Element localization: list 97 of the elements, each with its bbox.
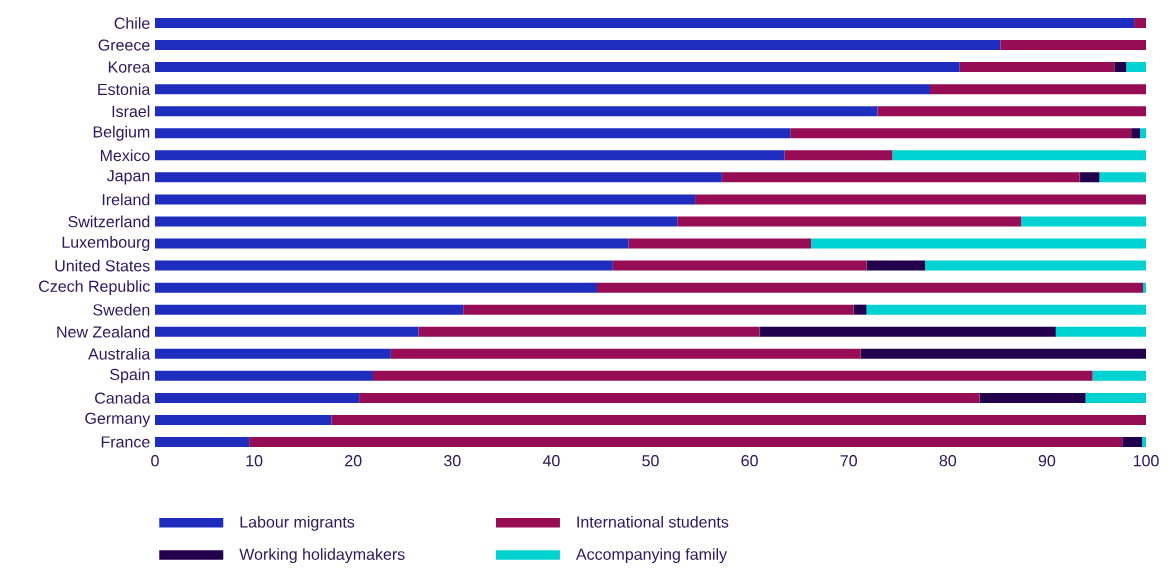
bar: [1142, 436, 1147, 447]
bar: [925, 260, 1147, 271]
bar: [1122, 436, 1143, 447]
y-tick-label: United States: [55, 259, 150, 272]
bar: [1143, 282, 1147, 293]
bar: [155, 436, 250, 447]
bar: [929, 84, 1147, 95]
legend-label: Accompanying family: [575, 548, 728, 564]
y-tick-label: Belgium: [93, 125, 150, 141]
y-tick-label: Australia: [88, 347, 151, 360]
y-tick-label: Greece: [98, 39, 150, 51]
bar: [860, 348, 1147, 359]
y-tick-label: Luxembourg: [62, 236, 150, 251]
bar: [331, 414, 1147, 425]
x-tick-label: 70: [840, 455, 857, 467]
x-tick-label: 0: [151, 455, 159, 467]
x-tick-label: 20: [345, 455, 362, 467]
bar: [1021, 216, 1147, 227]
x-tick-label: 40: [542, 455, 560, 467]
bar: [1000, 40, 1147, 51]
bar: [1126, 62, 1147, 73]
bar: [677, 216, 1022, 227]
bar: [155, 238, 629, 249]
bar: [695, 194, 1147, 205]
bar: [790, 128, 1132, 139]
y-tick-label: Israel: [112, 105, 150, 118]
bar: [155, 106, 878, 117]
y-tick-label: Chile: [114, 17, 150, 29]
bar: [249, 436, 1123, 447]
bar: [155, 326, 419, 337]
x-tick-label: 50: [642, 455, 659, 467]
bar: [155, 414, 332, 425]
bar: [155, 348, 391, 359]
bar: [155, 194, 696, 205]
bar: [979, 392, 1086, 403]
bar: [155, 84, 930, 95]
bar: [866, 304, 1147, 315]
bar: [155, 216, 678, 227]
y-tick-label: Estonia: [98, 83, 151, 96]
bar: [1085, 392, 1147, 403]
bar: [373, 370, 1093, 381]
bar: [892, 150, 1147, 161]
bar: [1092, 370, 1147, 381]
bar: [612, 260, 867, 271]
y-tick-label: Czech Republic: [39, 280, 150, 296]
y-tick-label: Sweden: [93, 303, 150, 316]
bar: [1055, 326, 1147, 337]
bar: [866, 260, 926, 271]
bar: [155, 150, 785, 161]
y-tick-label: Mexico: [100, 149, 150, 162]
y-tick-label: France: [101, 436, 150, 448]
y-tick-label: Switzerland: [68, 215, 150, 228]
bar: [155, 18, 1135, 29]
bar: [1079, 172, 1100, 183]
bar: [853, 304, 867, 315]
bar: [811, 238, 1147, 249]
y-tick-label: Germany: [85, 412, 151, 428]
bar: [155, 392, 360, 403]
bar: [628, 238, 812, 249]
legend-label: Labour migrants: [240, 515, 355, 531]
bar: [759, 326, 1056, 337]
bar: [596, 282, 1144, 293]
bar: [1131, 128, 1141, 139]
bar: [155, 282, 597, 293]
x-tick-label: 60: [741, 455, 758, 467]
y-tick-label: Japan: [106, 170, 150, 185]
bar: [155, 304, 464, 315]
bar: [1114, 62, 1127, 73]
x-tick-label: 100: [1133, 455, 1159, 467]
x-tick-label: 80: [939, 455, 957, 467]
bar: [1099, 172, 1147, 183]
bar: [155, 40, 1001, 51]
bar: [784, 150, 893, 161]
x-tick-label: 30: [444, 455, 461, 467]
bar: [155, 172, 722, 183]
y-tick-label: Ireland: [102, 193, 150, 206]
bar: [721, 172, 1080, 183]
bar: [359, 392, 980, 403]
x-tick-label: 10: [246, 455, 263, 467]
bar: [1140, 128, 1147, 139]
bar: [155, 260, 613, 271]
y-tick-label: Spain: [110, 368, 150, 384]
y-tick-label: New Zealand: [57, 325, 150, 338]
bar: [155, 370, 374, 381]
legend-label: Working holidaymakers: [239, 548, 405, 564]
bar: [1134, 18, 1147, 29]
y-tick-label: Korea: [108, 61, 151, 73]
bar: [463, 304, 854, 315]
bar: [877, 106, 1147, 117]
bar: [155, 128, 791, 139]
legend-label: International students: [577, 515, 729, 528]
bar: [155, 62, 960, 73]
bar: [418, 326, 760, 337]
bar: [390, 348, 861, 359]
y-tick-label: Canada: [95, 392, 151, 404]
bar: [959, 62, 1115, 73]
x-tick-label: 90: [1038, 455, 1056, 467]
